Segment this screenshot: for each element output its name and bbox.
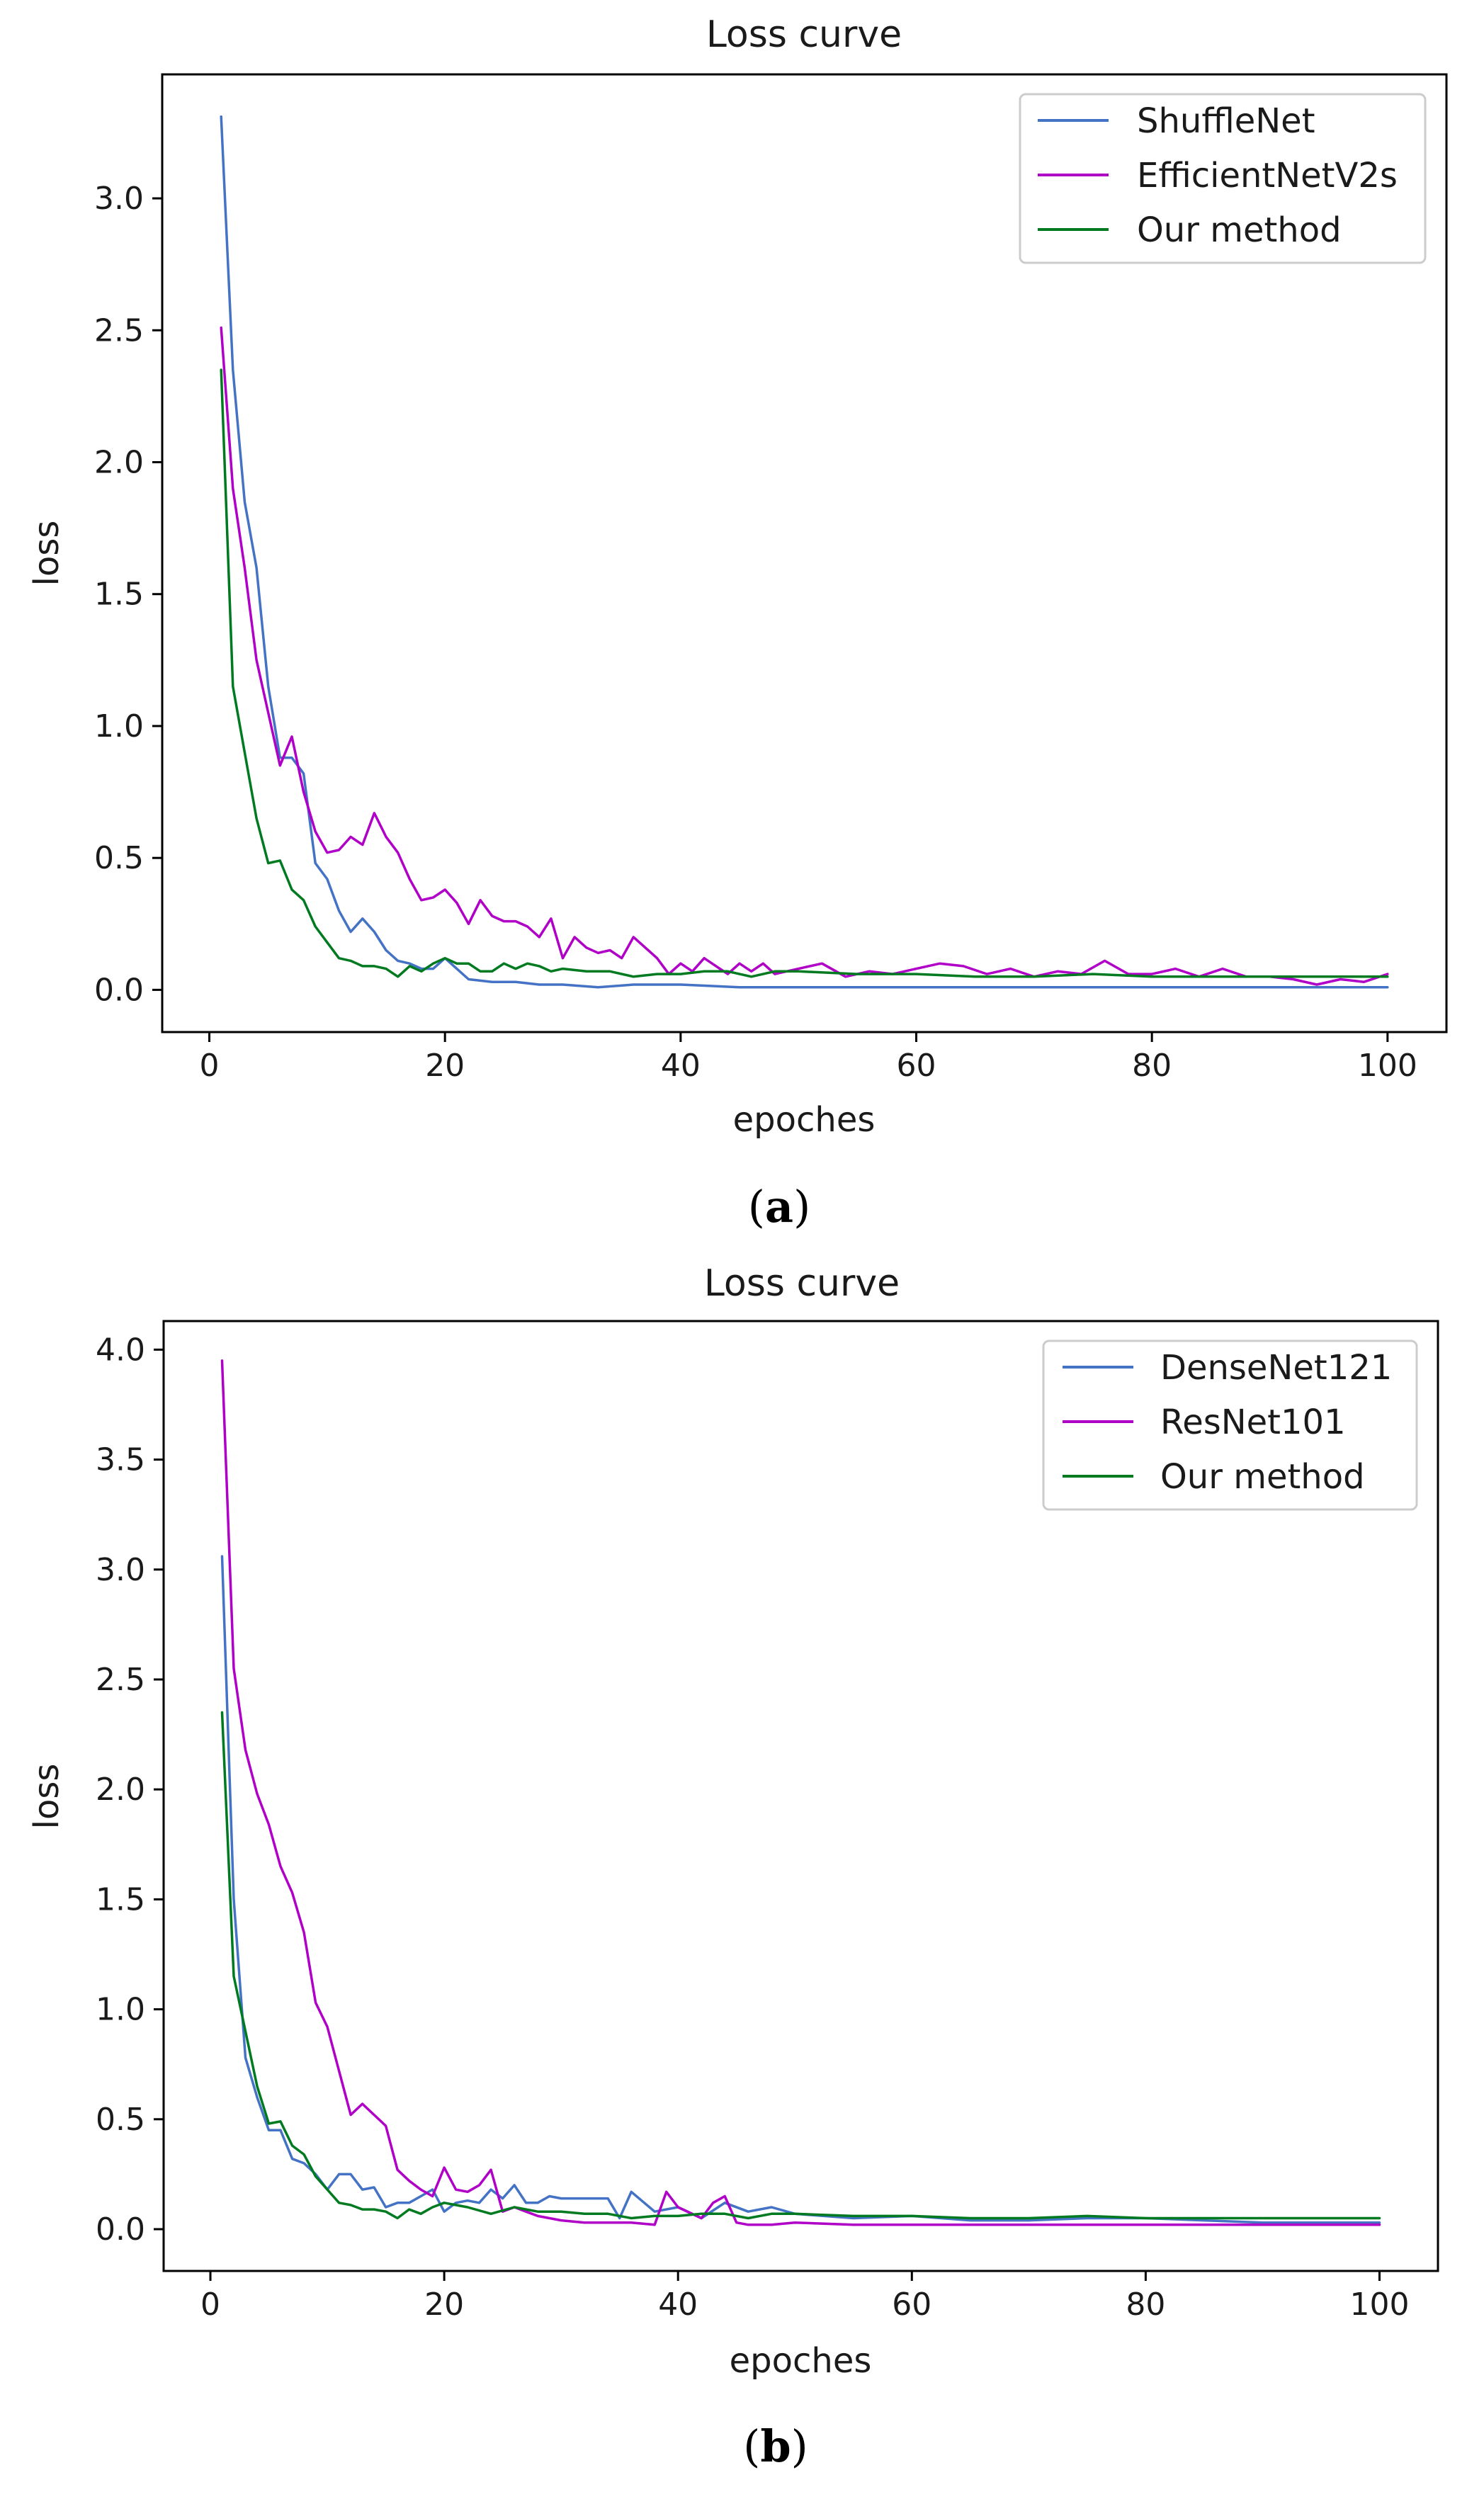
y-tick-label: 0.5 — [94, 840, 144, 876]
legend-label-efficientnetv2s: EfficientNetV2s — [1137, 156, 1398, 196]
y-tick-label: 3.0 — [94, 181, 144, 217]
y-tick-label: 1.5 — [96, 1881, 145, 1917]
y-tick-label: 1.0 — [96, 1992, 145, 2028]
x-tick-label: 100 — [1358, 1048, 1417, 1084]
legend-label-our-method: Our method — [1160, 1457, 1365, 1497]
y-tick-label: 0.0 — [94, 972, 144, 1008]
y-tick-label: 0.0 — [96, 2211, 145, 2248]
x-tick-label: 20 — [424, 2287, 464, 2323]
y-tick-label: 3.0 — [96, 1552, 145, 1588]
plot-frame — [162, 1320, 1439, 2272]
chart-panel-b: Loss curve 0.0 0.5 1.0 1.5 2.0 2.5 3.0 3.5 4.0 0… — [27, 1262, 1439, 2472]
series-line-our-method — [220, 1711, 1381, 2220]
x-tick-label: 100 — [1349, 2287, 1409, 2323]
y-tick-label: 1.0 — [94, 708, 144, 744]
y-tick-label: 2.0 — [96, 1772, 145, 1808]
legend-label-our-method: Our method — [1137, 210, 1342, 250]
y-tick-label: 2.5 — [96, 1662, 145, 1698]
x-tick-label: 60 — [897, 1048, 936, 1084]
legend-box — [1042, 1339, 1418, 1511]
y-tick-label: 2.0 — [94, 445, 144, 481]
x-tick-label: 20 — [425, 1048, 465, 1084]
y-tick-label: 2.5 — [94, 312, 144, 349]
legend: DenseNet121 ResNet101 Our method — [1042, 1339, 1418, 1511]
caption-letter: a — [765, 1181, 793, 1233]
y-tick-label: 3.5 — [96, 1442, 145, 1478]
chart-title: Loss curve — [706, 13, 902, 56]
caption-letter: b — [760, 2420, 791, 2472]
plot-frame — [161, 73, 1448, 1033]
y-tick-label: 4.0 — [96, 1332, 145, 1368]
series-line-our-method — [220, 368, 1389, 978]
series-line-resnet101 — [220, 1359, 1381, 2226]
x-tick-label: 0 — [200, 2287, 220, 2323]
y-axis-label: loss — [27, 1764, 67, 1830]
legend: ShuffleNet EfficientNetV2s Our method — [1019, 93, 1427, 264]
legend-label-densenet121: DenseNet121 — [1160, 1348, 1392, 1388]
x-tick-label: 40 — [661, 1048, 701, 1084]
legend-box — [1019, 93, 1427, 264]
y-axis-label: loss — [27, 521, 67, 587]
x-tick-label: 40 — [658, 2287, 698, 2323]
caption-b: (b) — [743, 2420, 808, 2472]
x-tick-label: 60 — [892, 2287, 931, 2323]
series-line-efficientnetv2s — [220, 326, 1389, 986]
caption-a: (a) — [748, 1181, 811, 1233]
y-tick-label: 1.5 — [94, 577, 144, 613]
chart-panel-a: Loss curve 0.0 0.5 1.0 1.5 2.0 2.5 3.0 0 20 40 60… — [27, 13, 1448, 1233]
y-tick-label: 0.5 — [96, 2102, 145, 2138]
x-axis-label: epoches — [733, 1100, 876, 1140]
x-axis-label: epoches — [730, 2341, 872, 2381]
chart-title: Loss curve — [704, 1262, 900, 1305]
series-line-densenet121 — [220, 1555, 1381, 2224]
x-tick-label: 80 — [1132, 1048, 1172, 1084]
x-tick-label: 80 — [1126, 2287, 1165, 2323]
legend-label-shufflenet: ShuffleNet — [1137, 101, 1315, 141]
legend-label-resnet101: ResNet101 — [1160, 1403, 1346, 1442]
x-tick-label: 0 — [200, 1048, 220, 1084]
